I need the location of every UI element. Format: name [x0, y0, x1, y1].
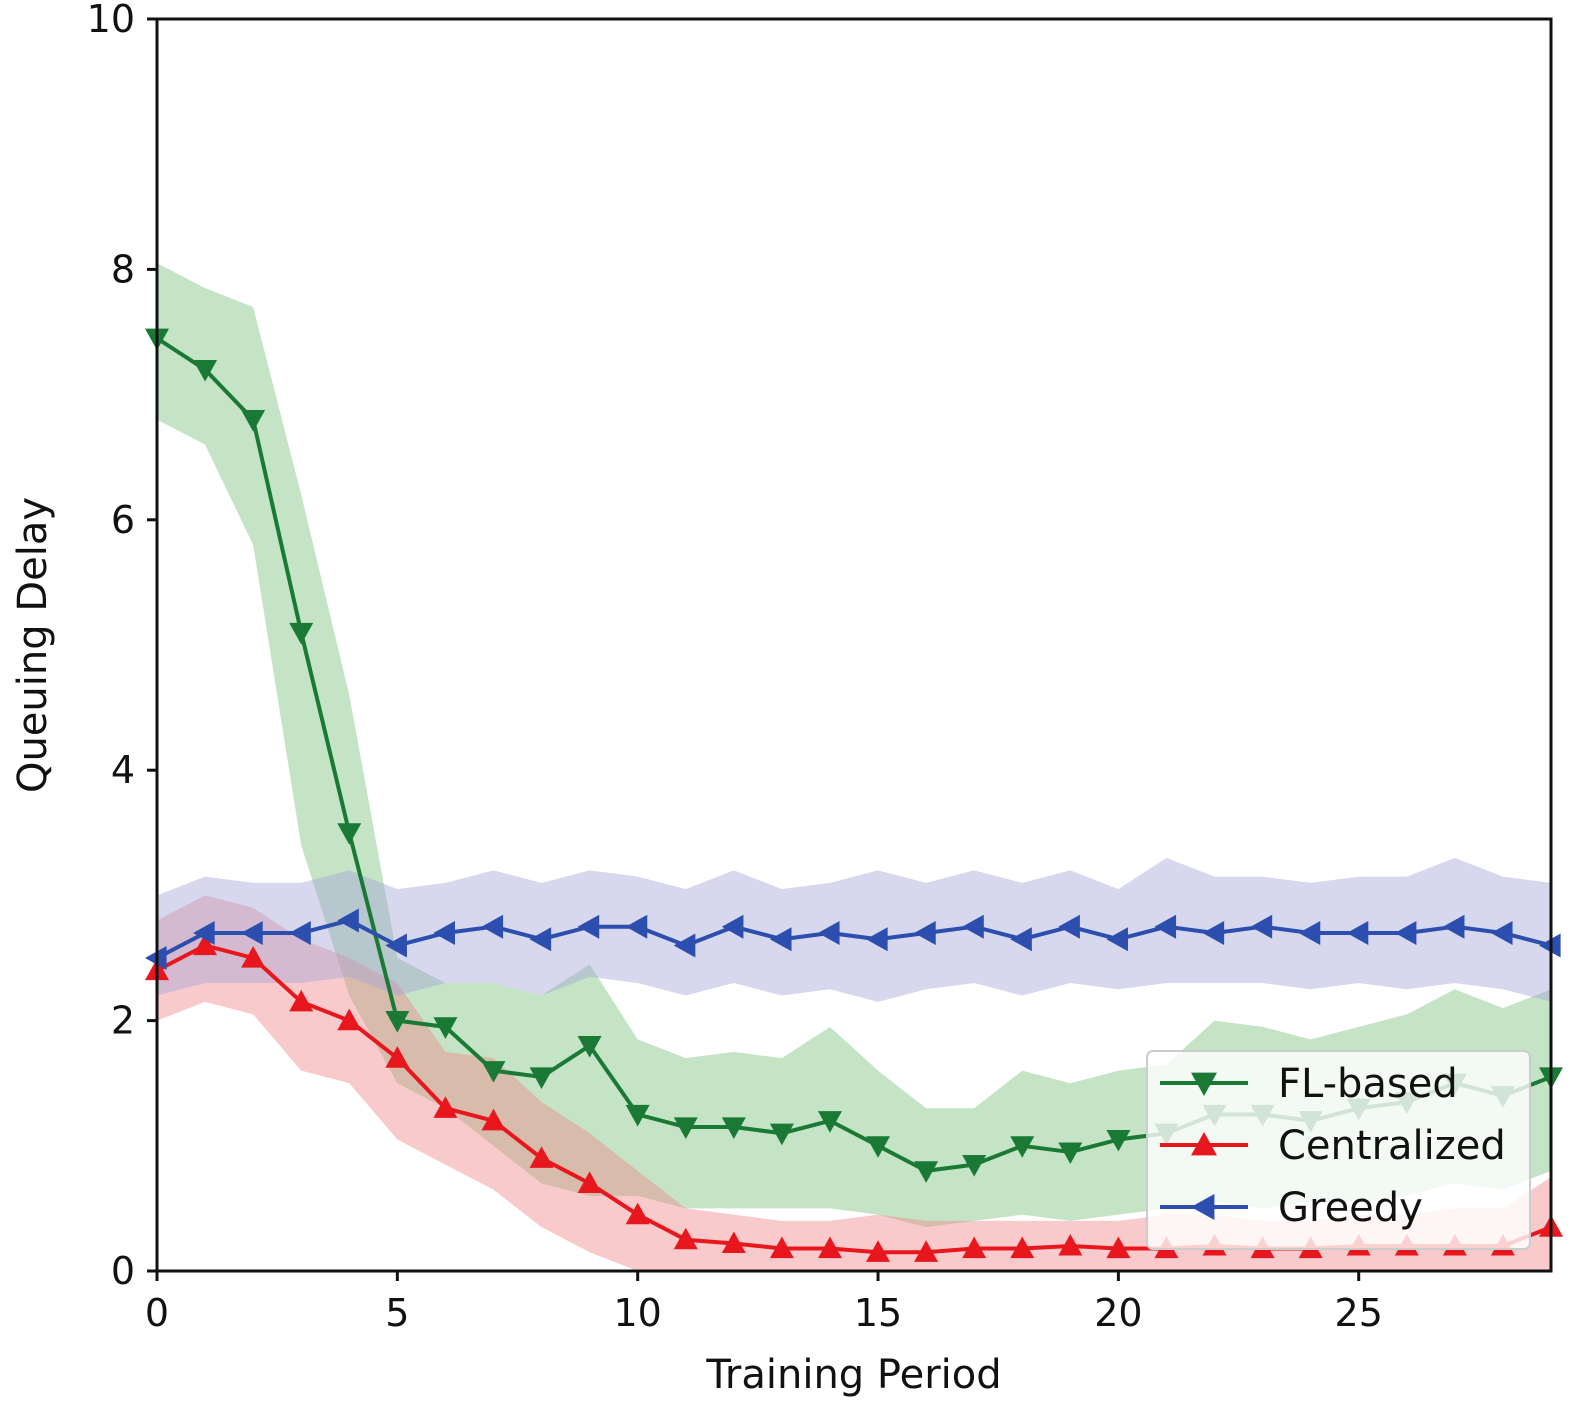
- marker-greedy: [769, 927, 792, 952]
- x-tick-label: 20: [1094, 1291, 1142, 1335]
- y-tick-label: 0: [111, 1249, 135, 1293]
- marker-fl-based: [1106, 1129, 1131, 1152]
- marker-fl-based: [1010, 1136, 1035, 1158]
- marker-fl-based: [721, 1117, 746, 1140]
- marker-centralized: [481, 1108, 506, 1131]
- band-greedy: [157, 857, 1551, 1002]
- marker-centralized: [193, 933, 218, 956]
- marker-greedy: [817, 920, 840, 945]
- legend-label-fl-based: FL-based: [1278, 1061, 1458, 1107]
- legend-box: [1146, 1050, 1531, 1250]
- legend-marker-fl-based: [1191, 1072, 1217, 1096]
- marker-centralized: [721, 1231, 746, 1254]
- y-tick-label: 6: [111, 498, 135, 542]
- marker-fl-based: [385, 1011, 410, 1033]
- x-axis-title: Training Period: [705, 1352, 1001, 1398]
- marker-fl-based: [529, 1067, 554, 1089]
- y-tick-label: 10: [87, 0, 135, 41]
- marker-fl-based: [289, 622, 314, 645]
- marker-greedy: [1250, 914, 1273, 939]
- marker-greedy: [1202, 920, 1225, 945]
- marker-greedy: [1106, 927, 1128, 952]
- y-tick-label: 8: [111, 247, 135, 291]
- marker-fl-based: [673, 1117, 698, 1140]
- marker-centralized: [866, 1240, 891, 1262]
- marker-fl-based: [1058, 1142, 1083, 1165]
- marker-greedy: [1154, 914, 1177, 939]
- marker-greedy: [577, 914, 600, 939]
- marker-greedy: [1442, 914, 1465, 939]
- marker-greedy: [1346, 920, 1369, 945]
- marker-fl-based: [433, 1017, 458, 1039]
- series-markers: [145, 328, 1563, 1262]
- marker-fl-based: [241, 410, 266, 432]
- x-tick-label: 15: [854, 1291, 902, 1335]
- marker-fl-based: [193, 359, 218, 382]
- legend-marker-greedy: [1191, 1194, 1215, 1220]
- x-axis-ticks: 0 5 10 15 20 25: [145, 1271, 1383, 1335]
- y-axis-title: Queuing Delay: [10, 497, 56, 793]
- marker-fl-based: [817, 1111, 842, 1133]
- marker-centralized: [289, 989, 314, 1012]
- marker-centralized: [769, 1236, 794, 1259]
- marker-fl-based: [866, 1136, 891, 1158]
- legend-label-centralized: Centralized: [1278, 1123, 1506, 1169]
- marker-greedy: [625, 914, 648, 939]
- marker-greedy: [1010, 927, 1032, 952]
- marker-greedy: [289, 920, 311, 945]
- marker-centralized: [817, 1236, 842, 1259]
- marker-fl-based: [914, 1161, 939, 1183]
- marker-fl-based: [962, 1154, 987, 1177]
- marker-centralized: [1010, 1236, 1035, 1259]
- marker-fl-based: [337, 823, 362, 845]
- x-tick-label: 25: [1335, 1291, 1383, 1335]
- plot-frame: [155, 17, 1553, 1273]
- y-tick-label: 2: [111, 999, 135, 1043]
- y-tick-label: 4: [111, 748, 135, 792]
- marker-centralized: [337, 1008, 362, 1031]
- marker-centralized: [962, 1236, 987, 1259]
- marker-greedy: [433, 920, 456, 945]
- marker-centralized: [673, 1227, 698, 1250]
- marker-greedy: [337, 908, 359, 933]
- y-axis-ticks: 0 2 4 6 8 10: [87, 0, 157, 1293]
- marker-greedy: [721, 914, 744, 939]
- marker-greedy: [241, 920, 263, 945]
- marker-centralized: [1106, 1236, 1131, 1259]
- marker-centralized: [241, 946, 266, 968]
- marker-greedy: [1394, 920, 1417, 945]
- confidence-bands: [157, 263, 1551, 1271]
- marker-fl-based: [769, 1123, 794, 1146]
- marker-greedy: [193, 920, 215, 945]
- marker-greedy: [866, 927, 888, 952]
- marker-centralized: [529, 1146, 554, 1168]
- marker-fl-based: [481, 1061, 506, 1083]
- x-tick-label: 5: [385, 1291, 409, 1335]
- marker-greedy: [914, 920, 936, 945]
- marker-greedy: [1058, 914, 1080, 939]
- marker-greedy: [481, 914, 504, 939]
- marker-greedy: [673, 933, 696, 958]
- band-fl-based: [157, 263, 1551, 1228]
- marker-fl-based: [625, 1104, 650, 1127]
- marker-centralized: [625, 1202, 650, 1225]
- marker-greedy: [1490, 920, 1513, 945]
- marker-greedy: [529, 927, 552, 952]
- marker-greedy: [962, 914, 984, 939]
- legend: FL-based Centralized Greedy: [1146, 1050, 1531, 1250]
- marker-centralized: [1058, 1233, 1083, 1256]
- marker-centralized: [577, 1171, 602, 1193]
- marker-centralized: [385, 1046, 410, 1068]
- marker-centralized: [914, 1240, 939, 1262]
- band-centralized: [157, 895, 1551, 1271]
- x-tick-label: 10: [614, 1291, 662, 1335]
- marker-greedy: [1298, 920, 1321, 945]
- legend-marker-centralized: [1191, 1132, 1217, 1156]
- marker-greedy: [385, 933, 407, 958]
- legend-label-greedy: Greedy: [1278, 1185, 1423, 1231]
- marker-centralized: [433, 1096, 458, 1118]
- marker-fl-based: [577, 1036, 602, 1058]
- x-tick-label: 0: [145, 1291, 169, 1335]
